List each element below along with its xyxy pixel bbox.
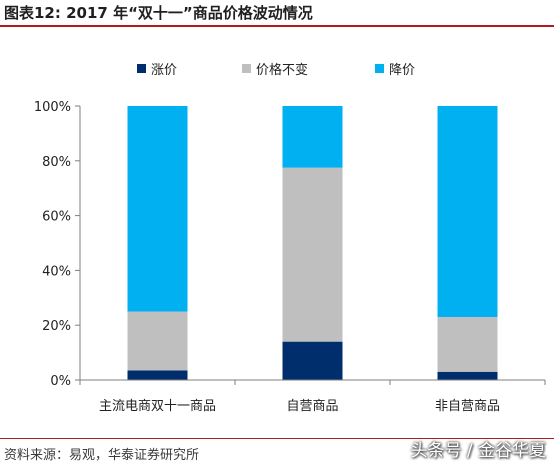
y-tick-label: 60%	[42, 210, 71, 225]
y-axis: 0% 20% 40% 60% 80% 100%	[34, 100, 81, 389]
source-note: 资料来源：易观，华泰证券研究所	[4, 448, 200, 463]
y-tick-label: 0%	[50, 374, 71, 389]
footer-divider	[0, 438, 554, 439]
x-tick-label: 非自营商品	[435, 399, 500, 414]
bar-segment	[437, 316, 498, 372]
legend-label: 价格不变	[256, 62, 308, 78]
legend-swatch	[137, 64, 146, 73]
x-tick-label: 自营商品	[286, 399, 338, 414]
y-tick-label: 80%	[42, 155, 71, 170]
bars	[127, 106, 498, 380]
chart-title: 图表12: 2017 年“双十一”商品价格波动情况	[4, 4, 313, 22]
x-axis: 主流电商双十一商品 自营商品 非自营商品	[79, 379, 546, 414]
legend: 涨价 价格不变 降价	[137, 62, 415, 78]
bar-segment	[437, 371, 498, 380]
bar-segment	[282, 341, 343, 380]
y-tick-label: 40%	[42, 264, 71, 279]
x-tick-label: 主流电商双十一商品	[99, 399, 216, 414]
bar-segment	[127, 311, 188, 371]
legend-swatch	[375, 64, 384, 73]
watermark-text: 头条号 / 金谷华夏	[410, 441, 546, 461]
legend-label: 涨价	[151, 63, 177, 78]
bar-segment	[127, 106, 188, 312]
bar-segment	[437, 106, 498, 317]
bar-segment	[127, 370, 188, 380]
legend-swatch	[242, 64, 251, 73]
title-divider	[0, 25, 554, 27]
bar-segment	[282, 167, 343, 342]
bar-segment	[282, 106, 343, 168]
y-tick-label: 20%	[42, 319, 71, 334]
legend-label: 降价	[389, 63, 415, 78]
y-tick-label: 100%	[34, 100, 71, 115]
